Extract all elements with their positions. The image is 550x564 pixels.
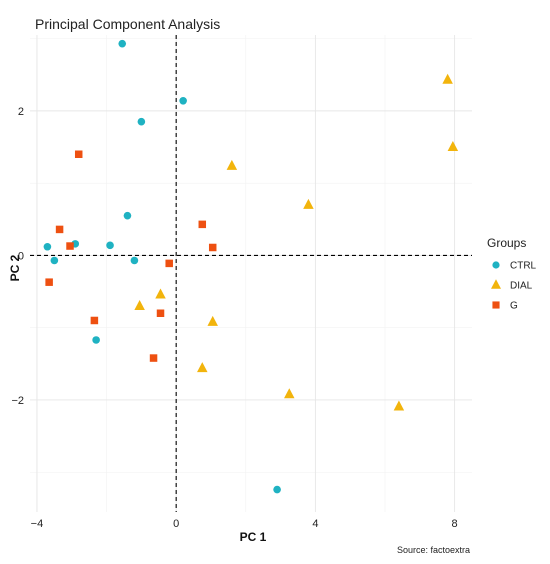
x-tick-label: 8 — [452, 518, 458, 530]
data-point-g — [74, 150, 83, 158]
data-point-ctrl — [118, 39, 127, 48]
legend-marker-dial — [491, 279, 501, 289]
data-point-g — [208, 243, 217, 252]
data-point-dial — [447, 141, 459, 152]
data-point-ctrl — [92, 336, 100, 344]
data-point-g — [149, 354, 158, 362]
data-point-ctrl — [130, 256, 139, 265]
data-point-ctrl — [50, 256, 59, 265]
data-point-dial — [284, 388, 295, 399]
chart-title: Principal Component Analysis — [35, 16, 220, 32]
data-point-g — [45, 278, 53, 286]
data-point-dial — [207, 315, 218, 326]
data-point-ctrl — [179, 96, 187, 105]
y-axis-label: PC 2 — [8, 254, 22, 281]
data-points — [43, 39, 459, 494]
tick-labels: −4 0 4 8 2 0 −2 — [11, 106, 457, 530]
data-point-dial — [393, 400, 405, 411]
data-point-ctrl — [123, 211, 132, 220]
data-point-ctrl — [43, 242, 52, 251]
x-tick-label: −4 — [31, 518, 44, 530]
data-point-ctrl — [137, 117, 146, 126]
caption: Source: factoextra — [397, 545, 470, 555]
legend-label-g: G — [510, 301, 518, 312]
grid-lines — [30, 35, 472, 512]
legend-marker-g — [492, 301, 500, 309]
data-point-dial — [155, 288, 166, 299]
data-point-ctrl — [273, 485, 281, 494]
reference-lines — [30, 35, 472, 512]
data-point-g — [165, 259, 173, 268]
legend-label-dial: DIAL — [510, 281, 533, 292]
y-tick-label: 2 — [18, 106, 24, 118]
data-point-dial — [197, 362, 208, 373]
legend-marker-ctrl — [492, 261, 500, 269]
data-point-g — [198, 220, 207, 229]
x-axis-label: PC 1 — [240, 530, 267, 544]
data-point-ctrl — [106, 241, 114, 250]
legend-label-ctrl: CTRL — [510, 261, 537, 272]
data-point-g — [55, 225, 64, 234]
data-point-g — [90, 316, 99, 325]
data-point-dial — [134, 300, 145, 311]
y-tick-label: 0 — [18, 250, 24, 262]
y-tick-label: −2 — [11, 395, 24, 407]
data-point-dial — [303, 198, 314, 209]
legend-items: CTRL DIAL G — [491, 261, 537, 312]
legend-title: Groups — [487, 236, 526, 250]
data-point-dial — [226, 159, 238, 170]
data-point-dial — [442, 73, 453, 84]
legend: Groups CTRL DIAL G — [487, 236, 537, 312]
data-point-g — [66, 242, 74, 250]
x-tick-label: 4 — [312, 518, 318, 530]
x-tick-label: 0 — [173, 518, 179, 530]
data-point-g — [156, 309, 165, 317]
